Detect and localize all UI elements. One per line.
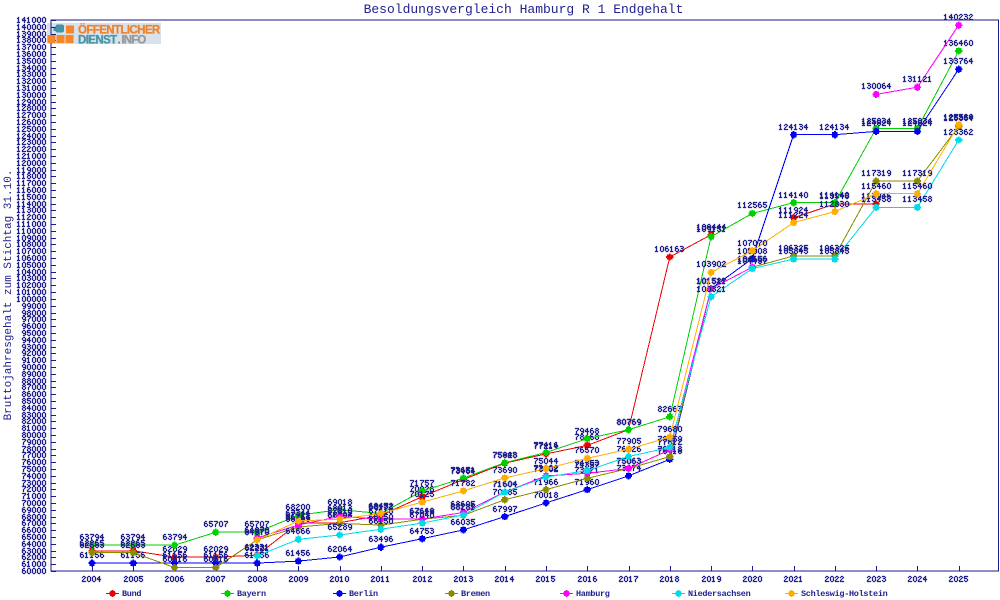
svg-text:Berlin: Berlin — [349, 589, 378, 599]
svg-text:Bruttojahresgehalt zum Stichta: Bruttojahresgehalt zum Stichtag 31.10. — [3, 170, 15, 421]
svg-text:DIENST: DIENST — [78, 35, 117, 47]
svg-text:Bayern: Bayern — [237, 589, 266, 599]
svg-text:INFO: INFO — [122, 35, 147, 47]
svg-text:Bremen: Bremen — [461, 589, 490, 599]
svg-text:Besoldungsvergleich Hamburg R: Besoldungsvergleich Hamburg R 1 Endgehal… — [364, 2, 684, 17]
svg-text:Schleswig-Holstein: Schleswig-Holstein — [801, 589, 888, 599]
svg-text:Hamburg: Hamburg — [576, 589, 610, 599]
svg-text:Bund: Bund — [122, 589, 141, 599]
svg-text:Niedersachsen: Niedersachsen — [688, 589, 751, 599]
svg-text:.: . — [118, 35, 121, 47]
svg-text:ÖFFENTLICHER: ÖFFENTLICHER — [78, 24, 161, 37]
